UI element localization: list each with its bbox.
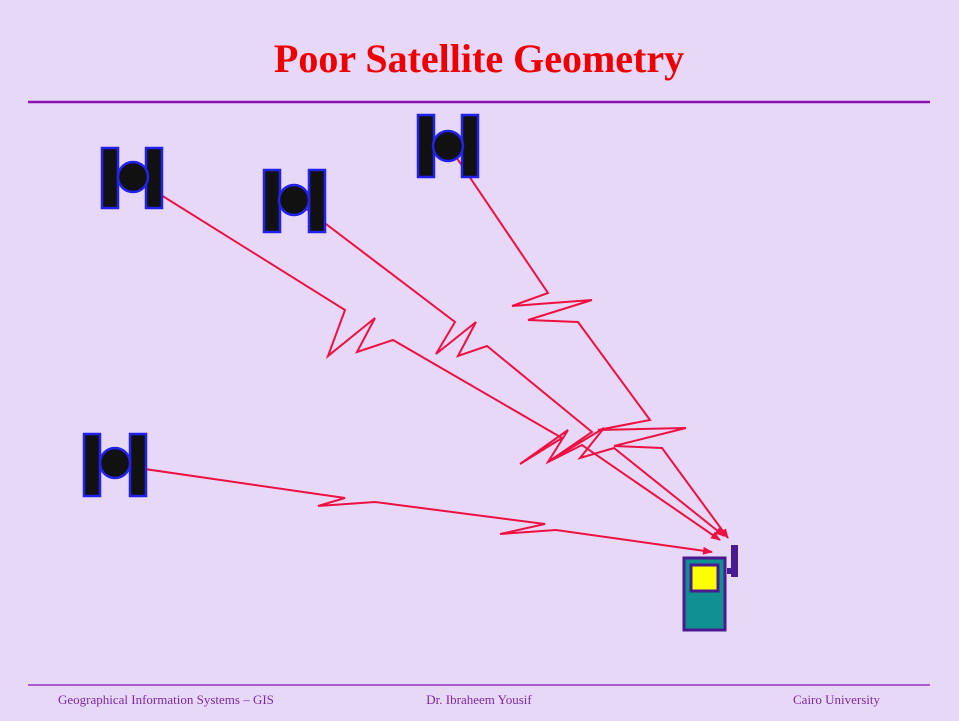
footer-right: Cairo University [793, 692, 881, 707]
receiver [682, 545, 738, 632]
satellite [100, 146, 164, 210]
signal [296, 201, 725, 537]
satellite [82, 432, 148, 498]
signal [116, 464, 713, 555]
satellite [262, 168, 327, 234]
slide-title: Poor Satellite Geometry [274, 36, 684, 81]
satellite [416, 113, 480, 179]
footer-center: Dr. Ibraheem Yousif [426, 692, 532, 707]
signal [449, 147, 729, 539]
signals [116, 147, 729, 555]
footer-left: Geographical Information Systems – GIS [58, 692, 274, 707]
